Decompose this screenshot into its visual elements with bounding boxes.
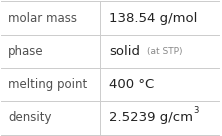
Text: 138.54 g/mol: 138.54 g/mol (109, 12, 198, 24)
Text: 3: 3 (193, 106, 198, 115)
Text: (at STP): (at STP) (147, 47, 183, 56)
Text: solid: solid (109, 45, 140, 58)
Text: 2.5239 g/cm: 2.5239 g/cm (109, 112, 193, 124)
Text: phase: phase (8, 45, 44, 58)
Text: density: density (8, 112, 52, 124)
Text: molar mass: molar mass (8, 12, 77, 24)
Text: 400 °C: 400 °C (109, 78, 155, 91)
Text: melting point: melting point (8, 78, 87, 91)
